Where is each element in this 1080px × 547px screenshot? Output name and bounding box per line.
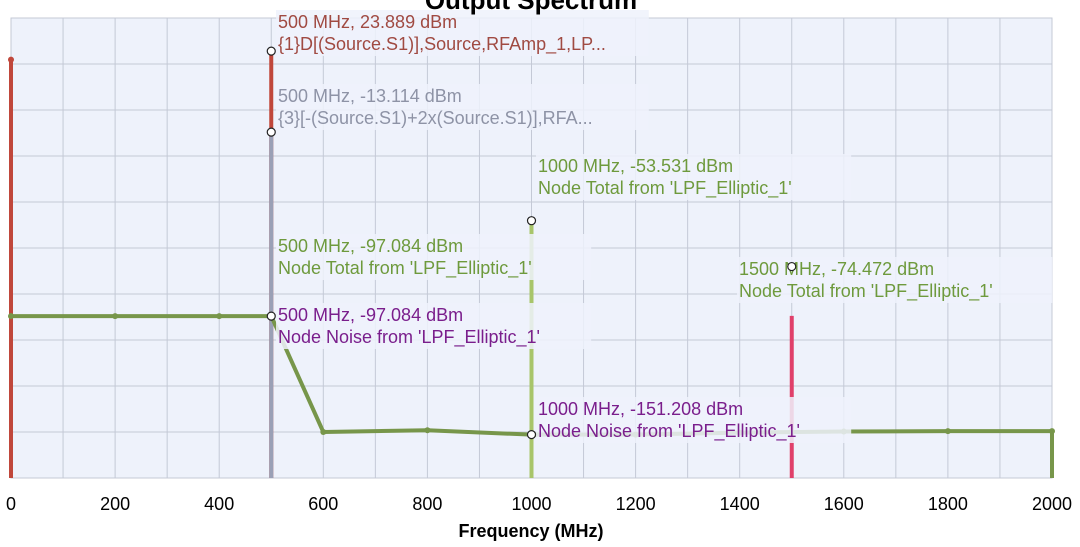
annotation-line-2: {1}D[(Source.S1)],Source,RFAmp_1,LP... [278,34,606,55]
marker-points [266,46,797,440]
annotation-box [276,303,592,349]
trace-point [320,429,327,435]
spectrum-trace-line [11,314,1052,437]
annotation-line-2: Node Total from 'LPF_Elliptic_1' [538,178,792,199]
annotation-box [536,397,852,443]
trace-point [424,427,431,434]
x-tick-label: 800 [412,494,442,514]
x-tick-label: 1400 [720,494,760,514]
annotation-box [276,84,649,130]
annotation-box [276,234,592,280]
chart-title: Output Spectrum [425,0,637,15]
x-tick-label: 1600 [824,494,864,514]
annotation-line-1: 1000 MHz, -53.531 dBm [538,156,733,176]
annotation-line-1: 1500 MHz, -74.472 dBm [739,259,934,279]
marker-point [266,127,276,137]
marker-point [266,46,276,56]
x-tick-label: 0 [6,494,16,514]
tone-tip [8,56,14,63]
x-tick-label: 1200 [616,494,656,514]
annotation-line-1: 500 MHz, -97.084 dBm [278,236,463,256]
annotation-box [276,10,649,56]
annotation-line-1: 500 MHz, -97.084 dBm [278,305,463,325]
trace-point [944,428,951,435]
annotation-line-1: 500 MHz, -13.114 dBm [278,86,462,106]
annotation-box [536,154,852,200]
annotation-line-2: Node Noise from 'LPF_Elliptic_1' [278,327,540,348]
annotation-line-1: 500 MHz, 23.889 dBm [278,12,457,32]
marker-point [787,261,797,272]
annotation-line-1: 1000 MHz, -151.208 dBm [538,399,743,419]
trace-point [216,313,223,320]
x-tick-label: 2000 [1032,494,1072,514]
x-tick-label: 200 [100,494,130,514]
marker-point [266,311,276,321]
x-axis-label: Frequency (MHz) [458,521,603,541]
annotation-line-2: Node Total from 'LPF_Elliptic_1' [739,281,993,302]
trace-point [8,313,14,320]
x-axis-ticks: 0 200 400 600 800 1000 1200 1400 1600 1800 2000 [6,494,1072,514]
marker-point [526,430,537,440]
trace-point [112,313,119,320]
trace-point [1049,428,1055,435]
marker-annotation: 500 MHz, 23.889 dBm{1}D[(Source.S1)],Sou… [276,10,649,56]
annotation-line-2: Node Total from 'LPF_Elliptic_1' [278,258,532,279]
marker-point [526,216,537,226]
x-tick-label: 1800 [928,494,968,514]
marker-annotations: 500 MHz, 23.889 dBm{1}D[(Source.S1)],Sou… [276,10,1053,443]
x-tick-label: 600 [308,494,338,514]
x-tick-label: 1000 [511,494,551,514]
x-tick-label: 400 [204,494,234,514]
annotation-line-2: {3}[-(Source.S1)+2x(Source.S1)],RFA... [278,108,593,128]
annotation-line-2: Node Noise from 'LPF_Elliptic_1' [538,421,800,442]
marker-annotation: 500 MHz, -13.114 dBm{3}[-(Source.S1)+2x(… [276,84,649,130]
